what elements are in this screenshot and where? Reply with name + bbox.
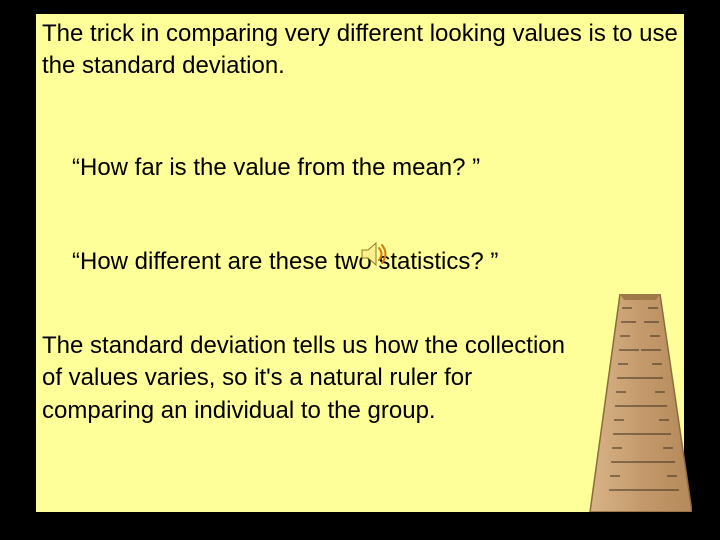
quote-how-far: “How far is the value from the mean? ”	[72, 154, 672, 182]
paragraph-intro: The trick in comparing very different lo…	[42, 18, 678, 83]
slide-body: The trick in comparing very different lo…	[36, 14, 684, 512]
sound-icon[interactable]	[358, 238, 390, 270]
ruler-image	[582, 294, 692, 512]
paragraph-explanation: The standard deviation tells us how the …	[42, 330, 572, 427]
